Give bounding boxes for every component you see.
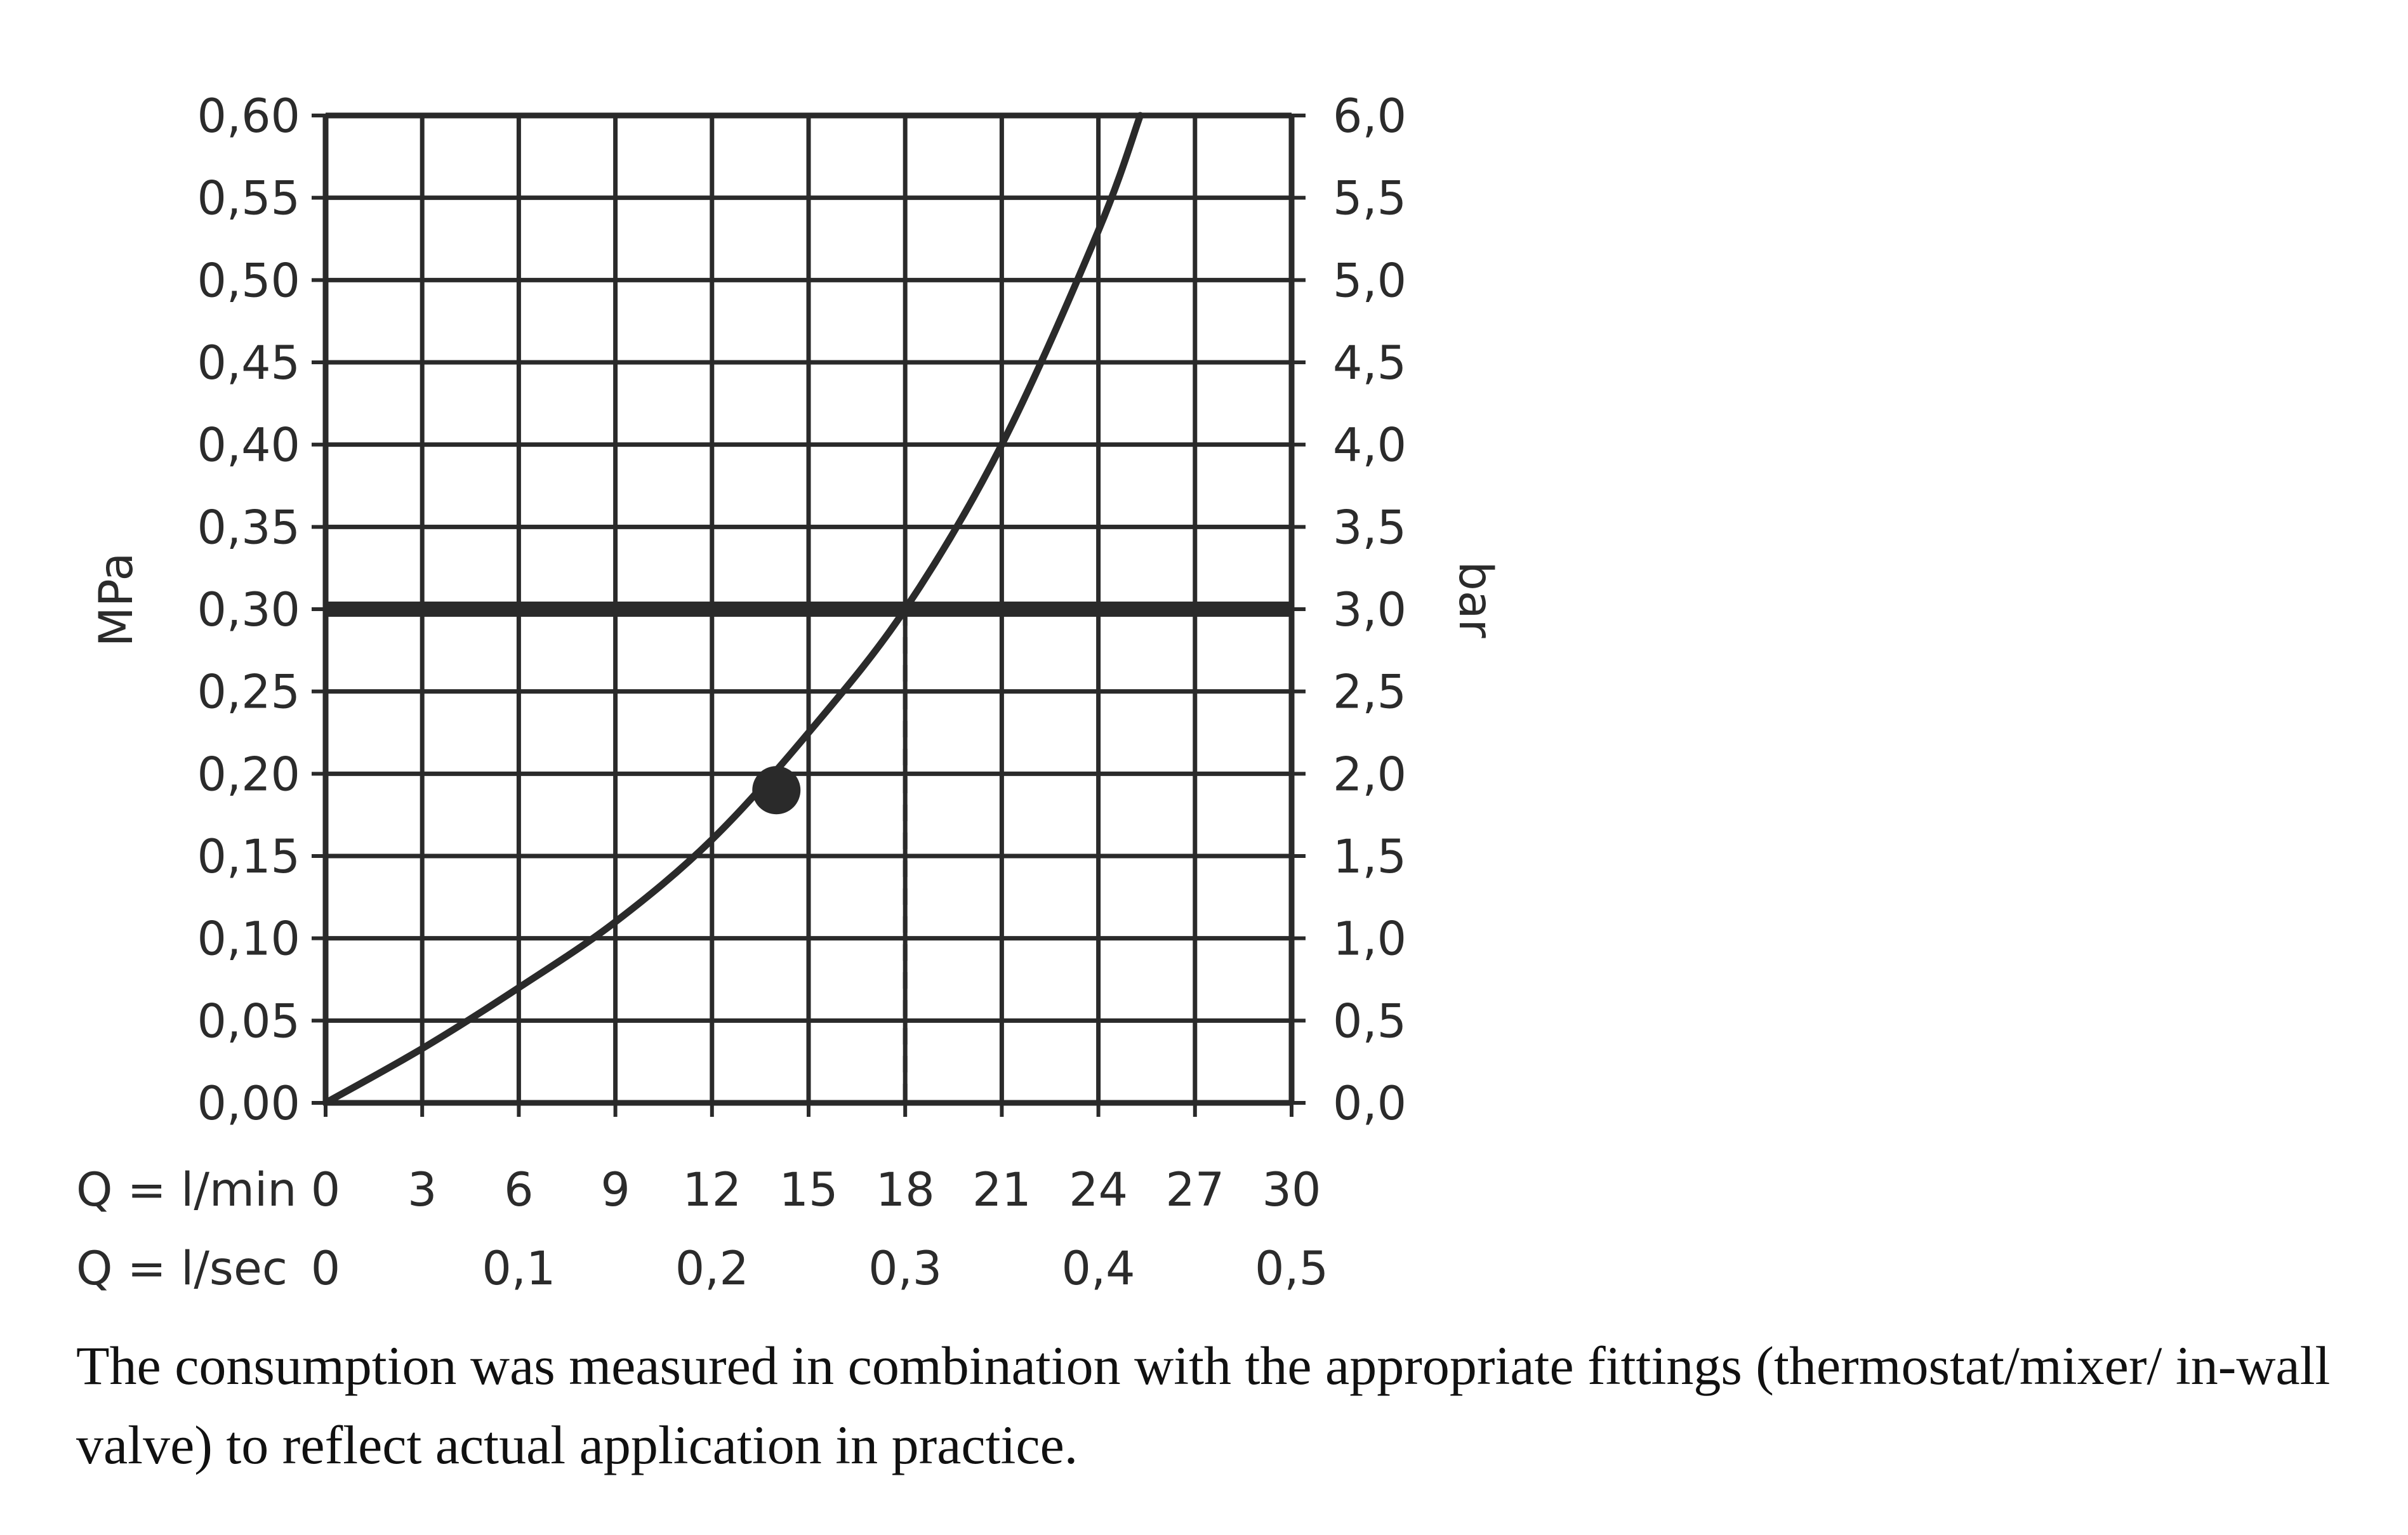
flow-pressure-chart: 0,000,050,100,150,200,250,300,350,400,45… bbox=[76, 89, 1502, 1296]
y-tick-label-left: 0,20 bbox=[197, 748, 300, 801]
x-tick-label-lsec: 0,3 bbox=[868, 1242, 942, 1296]
y-tick-label-right: 0,0 bbox=[1333, 1077, 1406, 1131]
y-tick-label-right: 1,0 bbox=[1333, 912, 1406, 966]
x-tick-label-lmin: 0 bbox=[311, 1163, 340, 1217]
y-tick-label-right: 0,5 bbox=[1333, 994, 1406, 1048]
y-tick-label-right: 3,0 bbox=[1333, 583, 1406, 637]
y-tick-label-left: 0,60 bbox=[197, 89, 300, 143]
caption-note: The consumption was measured in combinat… bbox=[76, 1335, 2331, 1475]
x-tick-label-lsec: 0,1 bbox=[482, 1242, 555, 1296]
y-tick-label-left: 0,55 bbox=[197, 172, 300, 226]
y-tick-label-left: 0,30 bbox=[197, 583, 300, 637]
y-tick-label-left: 0,00 bbox=[197, 1077, 300, 1131]
y-tick-label-right: 4,5 bbox=[1333, 336, 1406, 390]
x-tick-label-lmin: 24 bbox=[1069, 1163, 1128, 1217]
x-tick-label-lsec: 0,5 bbox=[1255, 1242, 1328, 1296]
y-tick-label-right: 5,5 bbox=[1333, 172, 1406, 226]
tick-labels: 0,000,050,100,150,200,250,300,350,400,45… bbox=[197, 89, 1406, 1296]
x-tick-label-lmin: 30 bbox=[1262, 1163, 1321, 1217]
y-tick-label-left: 0,35 bbox=[197, 501, 300, 555]
y-tick-label-left: 0,15 bbox=[197, 830, 300, 884]
y-tick-label-left: 0,25 bbox=[197, 666, 300, 720]
y-tick-label-left: 0,50 bbox=[197, 254, 300, 308]
x-tick-label-lmin: 27 bbox=[1165, 1163, 1224, 1217]
y-tick-label-right: 2,5 bbox=[1333, 666, 1406, 720]
y-tick-label-right: 3,5 bbox=[1333, 501, 1406, 555]
y-tick-label-right: 1,5 bbox=[1333, 830, 1406, 884]
marker-point bbox=[752, 766, 801, 815]
x-tick-label-lmin: 15 bbox=[779, 1163, 838, 1217]
x-tick-label-lsec: 0,2 bbox=[675, 1242, 749, 1296]
x-tick-label-lmin: 21 bbox=[972, 1163, 1031, 1217]
y-axis-title-right: bar bbox=[1448, 561, 1502, 638]
y-tick-label-left: 0,45 bbox=[197, 336, 300, 390]
x-tick-label-lsec: 0 bbox=[311, 1242, 340, 1296]
y-tick-label-left: 0,40 bbox=[197, 419, 300, 473]
x-tick-label-lmin: 12 bbox=[682, 1163, 741, 1217]
x-tick-label-lmin: 9 bbox=[600, 1163, 630, 1217]
y-tick-label-left: 0,10 bbox=[197, 912, 300, 966]
x-axis-title-lsec: Q = l/sec bbox=[76, 1242, 288, 1296]
y-axis-title-left: MPa bbox=[89, 553, 143, 647]
x-tick-label-lmin: 3 bbox=[407, 1163, 437, 1217]
y-tick-label-right: 6,0 bbox=[1333, 89, 1406, 143]
x-tick-label-lsec: 0,4 bbox=[1062, 1242, 1135, 1296]
x-tick-label-lmin: 6 bbox=[504, 1163, 533, 1217]
curve-layer bbox=[322, 112, 1144, 1107]
y-tick-label-left: 0,05 bbox=[197, 994, 300, 1048]
y-tick-label-right: 4,0 bbox=[1333, 419, 1406, 473]
x-tick-label-lmin: 18 bbox=[876, 1163, 935, 1217]
x-axis-title-lmin: Q = l/min bbox=[76, 1163, 297, 1217]
reference-layer bbox=[326, 602, 1292, 1103]
y-tick-label-right: 5,0 bbox=[1333, 254, 1406, 308]
y-tick-label-right: 2,0 bbox=[1333, 748, 1406, 801]
flow-curve bbox=[322, 112, 1144, 1107]
